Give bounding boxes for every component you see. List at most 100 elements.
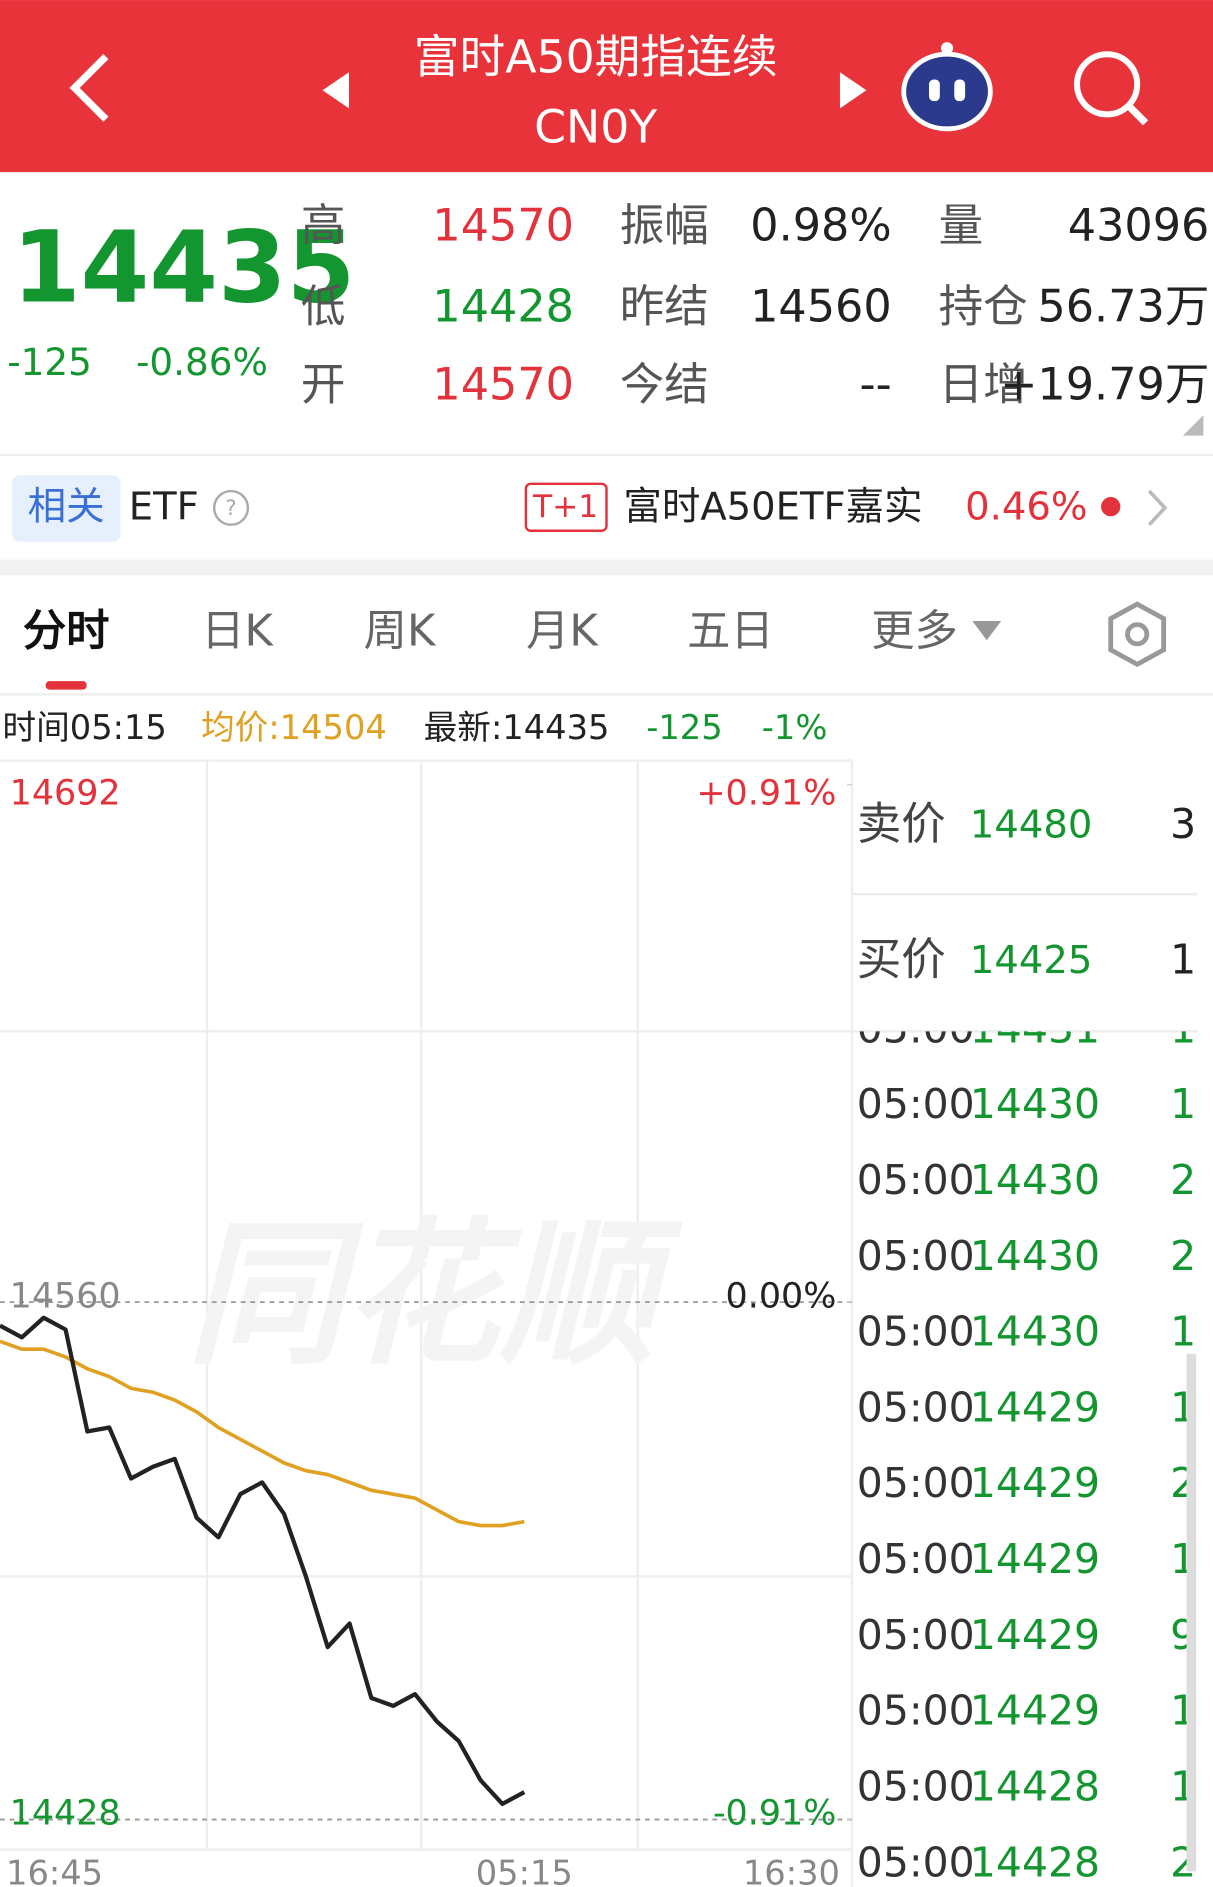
book-price: 14480 <box>970 802 1092 847</box>
badge: T+1 <box>532 489 598 525</box>
trade-price: 14428 <box>970 1762 1100 1810</box>
chart-frame <box>0 759 854 1887</box>
trade-volume: 1 <box>1170 1080 1196 1128</box>
book-label: 买价 <box>857 935 946 986</box>
info-change: -125 <box>646 708 722 747</box>
assistant-icon[interactable] <box>901 42 993 132</box>
stat-label: 量 <box>939 201 984 252</box>
y-tick-label: 14560 <box>10 1276 121 1316</box>
stat-label: 日增 <box>939 360 1028 411</box>
trade-volume: 1 <box>1170 1004 1196 1052</box>
stat-label: 持仓 <box>939 281 1028 332</box>
stat-label: 今结 <box>620 360 709 411</box>
settings-icon[interactable] <box>1108 601 1167 668</box>
related-tag: 相关 <box>28 485 105 530</box>
stat-value: 14570 <box>432 360 574 411</box>
more-arrow[interactable] <box>972 620 1002 641</box>
stat-value: 43096 <box>1068 201 1210 252</box>
book-label: 卖价 <box>857 799 946 850</box>
y2-tick-label: 0.00% <box>726 1276 837 1316</box>
info-time: 时间05:15 <box>2 708 166 747</box>
stat-value: 0.98% <box>750 201 891 252</box>
trade-price: 14430 <box>970 1080 1100 1128</box>
prev-button[interactable] <box>322 72 349 109</box>
stat-label: 开 <box>301 360 346 411</box>
help-icon[interactable]: ? <box>212 489 250 526</box>
trade-price: 14429 <box>970 1687 1100 1735</box>
stat-label: 高 <box>301 201 346 252</box>
book-volume: 1 <box>1170 936 1196 984</box>
x-tick-label: 16:45 <box>6 1853 103 1887</box>
trade-price: 14429 <box>970 1459 1100 1507</box>
watermark: 同花顺 <box>187 1204 684 1386</box>
trade-volume: 2 <box>1170 1232 1196 1280</box>
etf-name[interactable]: 富时A50ETF嘉实 <box>623 485 922 530</box>
chevron[interactable] <box>1147 489 1168 526</box>
stat-value: 14428 <box>432 281 574 332</box>
tab[interactable]: 分时 <box>23 607 110 657</box>
stat-value: -- <box>860 360 892 411</box>
stat-value: 14560 <box>750 281 892 332</box>
trade-time: 05:00 <box>857 1459 975 1507</box>
trade-price: 14429 <box>970 1611 1100 1659</box>
tab-indicator <box>45 681 87 690</box>
tab[interactable]: 五日 <box>687 607 774 657</box>
info-change-pct: -1% <box>762 708 828 747</box>
trade-time: 05:00 <box>857 1383 975 1431</box>
trade-price: 14430 <box>970 1308 1100 1356</box>
expand-corner[interactable] <box>1182 415 1204 436</box>
trade-time: 05:00 <box>857 1004 975 1052</box>
tab[interactable]: 日K <box>201 607 274 657</box>
tab[interactable]: 月K <box>526 607 599 657</box>
change-pct: -0.86% <box>136 340 268 384</box>
tab[interactable]: 周K <box>364 607 437 657</box>
trade-volume: 1 <box>1170 1308 1196 1356</box>
info-latest: 最新:14435 <box>424 708 610 747</box>
trade-time: 05:00 <box>857 1762 975 1810</box>
stat-value: 14570 <box>432 201 574 252</box>
badge-border <box>524 482 608 532</box>
etf-change: 0.46% <box>965 485 1087 530</box>
scrollbar[interactable] <box>1186 1353 1197 1872</box>
book-price: 14425 <box>970 938 1092 983</box>
trade-time: 05:00 <box>857 1156 975 1204</box>
trade-price: 14430 <box>970 1156 1100 1204</box>
y2-tick-label: -0.91% <box>713 1794 836 1834</box>
related-tag-bg <box>12 475 121 542</box>
header-bar <box>0 0 1213 173</box>
trade-time: 05:00 <box>857 1535 975 1583</box>
trade-time: 05:00 <box>857 1080 975 1128</box>
code: CN0Y <box>534 101 658 154</box>
back-button[interactable] <box>69 54 109 122</box>
series-line <box>0 1339 525 1528</box>
tab[interactable]: 更多 <box>871 607 958 657</box>
status-dot <box>1101 497 1121 517</box>
trade-time: 05:00 <box>857 1838 975 1886</box>
stat-value: 56.73万 <box>1037 281 1209 332</box>
stat-label: 振幅 <box>620 201 709 252</box>
trade-time: 05:00 <box>857 1232 975 1280</box>
trade-price: 14430 <box>970 1232 1100 1280</box>
trade-price: 14428 <box>970 1838 1100 1886</box>
trade-time: 05:00 <box>857 1611 975 1659</box>
related-label: ETF <box>129 485 199 530</box>
stat-label: 低 <box>301 281 346 332</box>
change: -125 <box>7 340 92 384</box>
series-line <box>0 1315 526 1807</box>
x-tick-label: 16:30 <box>743 1853 840 1887</box>
stat-value: +19.79万 <box>1000 360 1209 411</box>
book-volume: 3 <box>1170 800 1196 848</box>
info-avg: 均价:14504 <box>201 708 387 747</box>
next-button[interactable] <box>839 72 867 109</box>
x-tick-label: 05:15 <box>476 1853 573 1887</box>
trade-volume: 2 <box>1170 1156 1196 1204</box>
trade-price: 14431 <box>970 1004 1100 1052</box>
search-icon[interactable] <box>1074 51 1149 126</box>
y2-tick-label: +0.91% <box>696 773 836 813</box>
y-tick-label: 14692 <box>10 773 121 813</box>
band <box>0 559 1213 576</box>
trade-price: 14429 <box>970 1535 1100 1583</box>
stat-label: 昨结 <box>620 281 709 332</box>
